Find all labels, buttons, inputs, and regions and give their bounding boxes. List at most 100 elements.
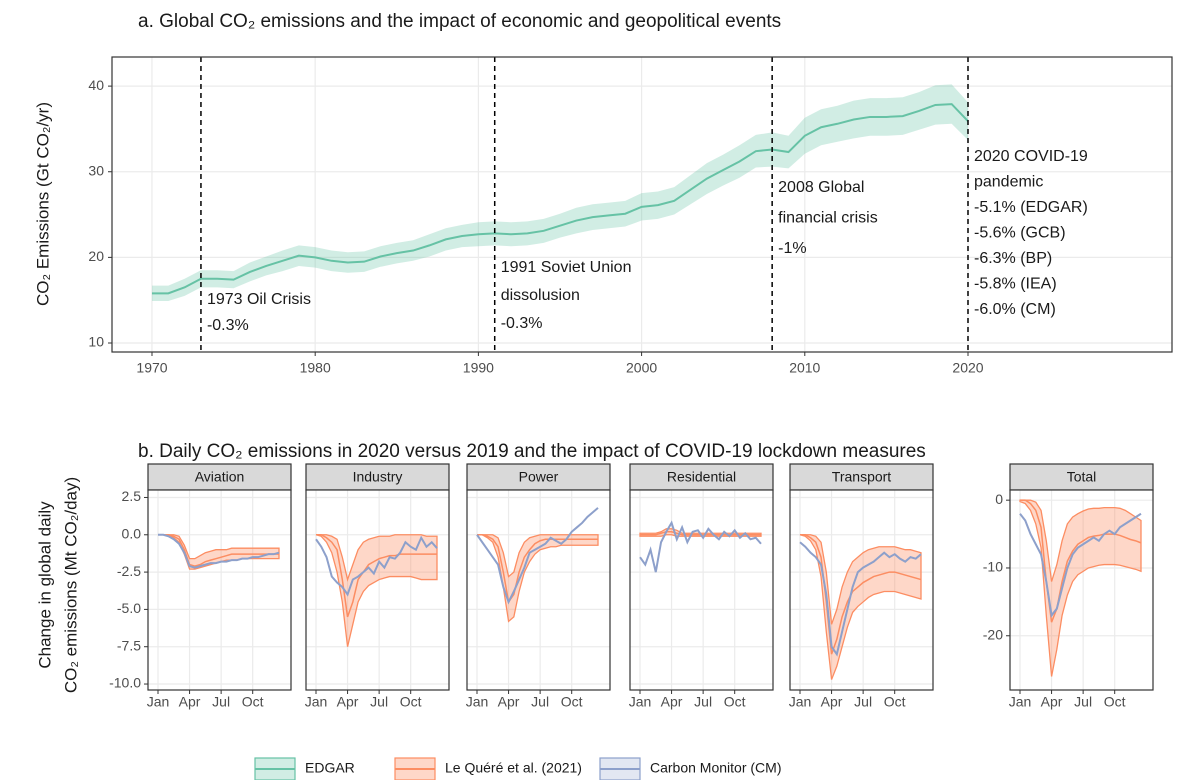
x-tick-label: Apr [498,694,520,710]
strip [305,463,450,491]
plot-border [629,489,774,691]
event-label: -6.0% (CM) [974,301,1056,318]
event-label: -1% [778,240,806,257]
legend-label: Le Quéré et al. (2021) [445,760,582,776]
y-tick-label: -7.5 [117,637,141,653]
x-tick-label: Jul [854,694,872,710]
strip [1009,463,1154,491]
x-tick-label: Jul [370,694,388,710]
x-tick-label: Apr [1041,694,1063,710]
x-tick-label: 1970 [136,360,167,376]
plot-border [305,489,450,691]
y-tick-label: 2.5 [122,488,142,504]
plot-border [111,56,1173,353]
strip-label: Transport [832,469,892,485]
plot-border [1009,489,1154,691]
y-tick-label: -5.0 [117,600,141,616]
x-tick-label: Jan [305,694,328,710]
x-tick-label: Jan [1009,694,1032,710]
y-tick-label: 10 [88,334,104,350]
plot-background [148,490,291,690]
x-tick-label: 2020 [952,360,983,376]
event-label: -0.3% [501,315,543,332]
event-label: financial crisis [778,210,878,227]
event-label: -0.3% [207,317,249,334]
series-line [315,535,438,597]
x-tick-label: Oct [724,694,746,710]
y-tick-label: 20 [88,248,104,264]
series-line [158,533,280,569]
event-label: dissolusion [501,287,580,304]
panel-b-y-label: CO₂ emissions (Mt CO₂/day) [61,477,80,693]
x-tick-label: 1990 [463,360,494,376]
x-tick-label: Oct [400,694,422,710]
y-tick-label: 40 [88,77,104,93]
x-tick-label: Oct [884,694,906,710]
x-tick-label: Apr [179,694,201,710]
y-tick-label: 0 [995,491,1003,507]
x-tick-label: Jan [466,694,489,710]
legend-label: Carbon Monitor (CM) [650,760,781,776]
event-label: 1973 Oil Crisis [207,291,311,308]
panel-b-y-label: Change in global daily [35,501,54,669]
x-tick-label: Jul [531,694,549,710]
series-line [800,534,922,655]
x-tick-label: Jan [789,694,812,710]
x-tick-label: 2010 [789,360,820,376]
x-tick-label: Jan [147,694,170,710]
strip [147,463,292,491]
panel-a-title: a. Global CO₂ emissions and the impact o… [138,11,781,32]
uncertainty-band [1019,499,1142,677]
event-label: 2020 COVID-19 [974,148,1088,165]
y-tick-label: -20 [983,626,1003,642]
series-line [477,534,598,604]
strip-label: Industry [353,469,403,485]
plot-border [466,489,611,691]
y-tick-label: 30 [88,162,104,178]
series-line [1019,512,1142,618]
event-label: 1991 Soviet Union [501,259,632,276]
series-line [1020,499,1142,623]
strip-label: Residential [667,469,736,485]
x-tick-label: Apr [821,694,843,710]
strip [466,463,611,491]
x-tick-label: Jul [212,694,230,710]
x-tick-label: Oct [561,694,583,710]
plot-border [789,489,934,691]
plot-background [1010,490,1153,690]
plot-background [306,490,449,690]
x-tick-label: 2000 [626,360,657,376]
series-line [639,520,762,573]
series-line [476,507,599,605]
event-label: -6.3% (BP) [974,250,1052,267]
strip-label: Power [519,469,559,485]
x-tick-label: Oct [1104,694,1126,710]
y-tick-label: 0.0 [122,525,142,541]
event-label: -5.6% (GCB) [974,225,1066,242]
series-line [151,103,969,295]
x-tick-label: Jul [694,694,712,710]
x-tick-label: Jan [629,694,652,710]
x-tick-label: Jul [1074,694,1092,710]
series-line [799,541,922,657]
panel-b-title: b. Daily CO₂ emissions in 2020 versus 20… [138,441,926,462]
series-line [316,534,437,618]
event-label: -5.1% (EDGAR) [974,199,1088,216]
plot-background [467,490,610,690]
plot-background [790,490,933,690]
strip [789,463,934,491]
x-tick-label: Apr [337,694,359,710]
plot-border [147,489,292,691]
legend-label: EDGAR [305,760,355,776]
x-tick-label: Oct [242,694,264,710]
y-tick-label: -2.5 [117,563,141,579]
y-tick-label: -10.0 [109,675,141,691]
x-tick-label: Apr [661,694,683,710]
uncertainty-band [151,84,969,302]
strip-label: Aviation [195,469,245,485]
event-label: 2008 Global [778,179,864,196]
strip-label: Total [1067,469,1097,485]
event-label: pandemic [974,174,1043,191]
plot-background [630,490,773,690]
